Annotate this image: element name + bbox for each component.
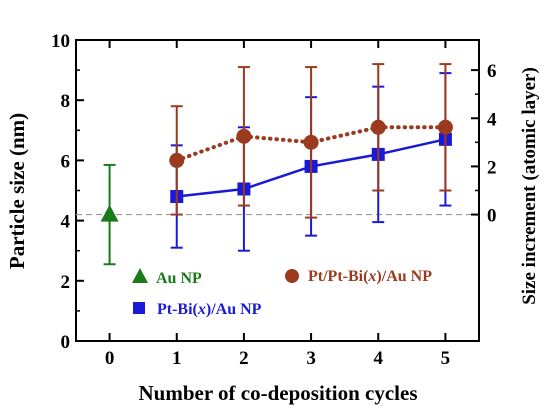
x-axis-label: Number of co-deposition cycles xyxy=(139,381,418,405)
legend-label-pt-pt-bi-part3: )/Au NP xyxy=(376,268,432,285)
ticks-layer: 0 1 2 3 4 5 0 2 4 6 8 10 0 2 4 6 xyxy=(51,31,497,369)
data-point-circle xyxy=(303,134,319,150)
legend-marker-pt-bi xyxy=(133,302,145,314)
y-tick-label: 10 xyxy=(51,31,70,52)
legend-marker-pt-pt-bi xyxy=(285,269,299,283)
legend-label-au-np: Au NP xyxy=(156,270,202,287)
x-tick-label: 5 xyxy=(441,348,451,369)
y2-tick-label: 6 xyxy=(487,61,497,82)
legend-label-pt-bi: Pt-Bi(x)/Au NP xyxy=(157,301,262,318)
data-point-circle xyxy=(370,119,386,135)
legend-marker-au-np xyxy=(132,268,148,283)
series-2 xyxy=(169,63,453,219)
y2-tick-label: 4 xyxy=(487,109,497,130)
x-tick-label: 1 xyxy=(172,348,182,369)
legend-label-pt-bi-part2: x xyxy=(197,301,206,318)
y-axis-label: Particle size (nm) xyxy=(5,113,29,269)
legend-label-pt-pt-bi: Pt/Pt-Bi(x)/Au NP xyxy=(308,268,432,285)
legend-label-pt-bi-part3: )/Au NP xyxy=(206,301,262,318)
y-tick-label: 4 xyxy=(61,212,71,233)
x-tick-label: 3 xyxy=(306,348,316,369)
y2-axis-label: Size increment (atomic layer) xyxy=(519,67,540,305)
series-0 xyxy=(100,163,119,266)
y-tick-label: 6 xyxy=(61,151,71,172)
series-layer xyxy=(100,63,453,266)
legend-label-pt-pt-bi-part2: x xyxy=(367,268,376,285)
legend: Au NP Pt-Bi(x)/Au NP Pt/Pt-Bi(x)/Au NP xyxy=(132,268,432,318)
data-point-triangle xyxy=(100,204,119,222)
x-tick-label: 2 xyxy=(239,348,249,369)
legend-label-pt-bi-part1: Pt-Bi( xyxy=(157,301,198,318)
plot-frame xyxy=(75,39,480,342)
data-point-circle xyxy=(437,119,453,135)
y-tick-label: 0 xyxy=(61,332,71,353)
data-point-circle xyxy=(236,128,252,144)
legend-label-pt-pt-bi-part1: Pt/Pt-Bi( xyxy=(308,268,368,285)
y-tick-label: 8 xyxy=(61,91,71,112)
y2-tick-label: 0 xyxy=(487,206,497,227)
x-tick-label: 0 xyxy=(105,348,115,369)
x-tick-label: 4 xyxy=(374,348,384,369)
y-tick-label: 2 xyxy=(61,272,71,293)
data-point-circle xyxy=(169,152,185,168)
y2-tick-label: 2 xyxy=(487,157,497,178)
